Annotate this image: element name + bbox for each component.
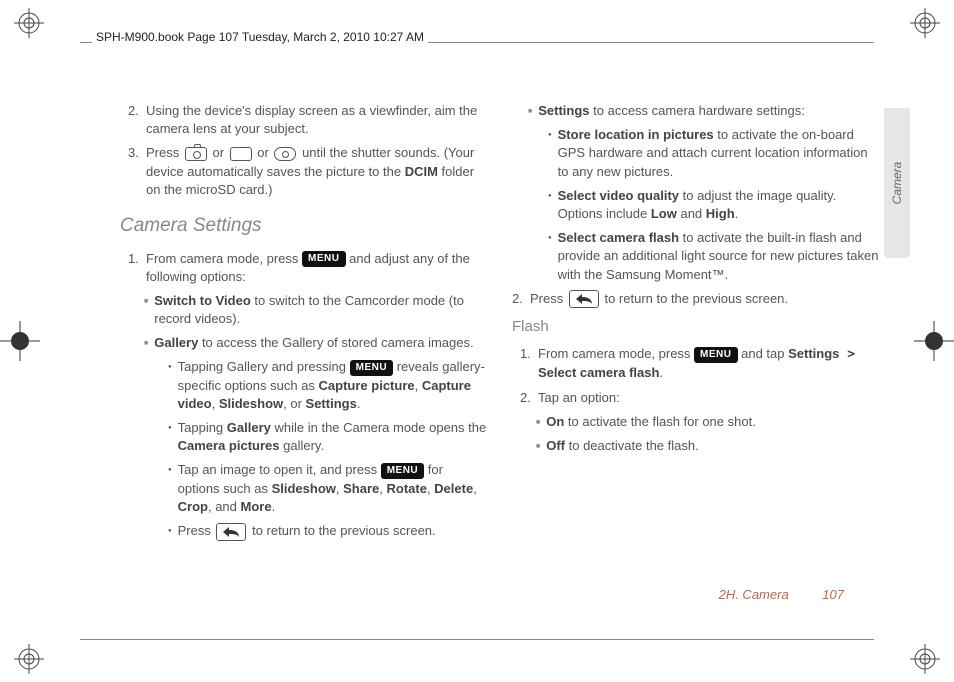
left-column: 2.Using the device's display screen as a… [120, 100, 488, 600]
opt-switch-to-video: Switch to Video to switch to the Camcord… [144, 292, 488, 328]
crop-mark-br [910, 644, 940, 674]
footer-section: 2H. Camera [719, 587, 789, 602]
section-tab-label: Camera [890, 162, 904, 205]
camera-key-icon [185, 147, 207, 161]
back-key-icon [569, 290, 599, 308]
gallery-sub-3: Tap an image to open it, and press MENU … [168, 461, 488, 516]
right-column: Settings to access camera hardware setti… [512, 100, 880, 600]
crop-mark-tl [14, 8, 44, 38]
flash-step-1: 1. From camera mode, press MENU and tap … [520, 345, 880, 382]
crop-mark-ml [0, 321, 40, 361]
cs-step-2: 2. Press to return to the previous scree… [512, 290, 880, 309]
cs-step-1: 1. From camera mode, press MENU and adju… [128, 250, 488, 286]
camera-round-key-icon [274, 147, 296, 161]
opt-settings: Settings to access camera hardware setti… [528, 102, 880, 120]
footer-rule [80, 639, 874, 640]
gallery-sub-4: Press to return to the previous screen. [168, 522, 488, 541]
camera-settings-heading: Camera Settings [120, 213, 488, 240]
menu-key-icon: MENU [694, 347, 737, 363]
gallery-sub-2: Tapping Gallery while in the Camera mode… [168, 419, 488, 455]
opt-gallery: Gallery to access the Gallery of stored … [144, 334, 488, 352]
settings-sub-2: Select video quality to adjust the image… [548, 187, 880, 223]
page-content: 2.Using the device's display screen as a… [120, 100, 880, 600]
settings-sub-3: Select camera flash to activate the buil… [548, 229, 880, 284]
menu-key-icon: MENU [381, 463, 424, 479]
crop-mark-mr [914, 321, 954, 361]
page-footer: 2H. Camera 107 [719, 587, 844, 602]
back-key-icon [216, 523, 246, 541]
section-tab: Camera [884, 108, 910, 258]
blank-key-icon [230, 147, 252, 161]
header-text: SPH-M900.book Page 107 Tuesday, March 2,… [92, 30, 428, 44]
step-3: 3. Press or or until the shutter sounds.… [128, 144, 488, 199]
flash-step-2: 2.Tap an option: [520, 389, 880, 407]
footer-page-number: 107 [822, 587, 844, 602]
menu-key-icon: MENU [302, 251, 345, 267]
step-2: 2.Using the device's display screen as a… [128, 102, 488, 138]
flash-heading: Flash [512, 316, 880, 337]
menu-key-icon: MENU [350, 360, 393, 376]
gallery-sub-1: Tapping Gallery and pressing MENU reveal… [168, 358, 488, 413]
flash-opt-off: Off to deactivate the flash. [536, 437, 880, 455]
crop-mark-tr [910, 8, 940, 38]
flash-opt-on: On to activate the flash for one shot. [536, 413, 880, 431]
crop-mark-bl [14, 644, 44, 674]
settings-sub-1: Store location in pictures to activate t… [548, 126, 880, 181]
